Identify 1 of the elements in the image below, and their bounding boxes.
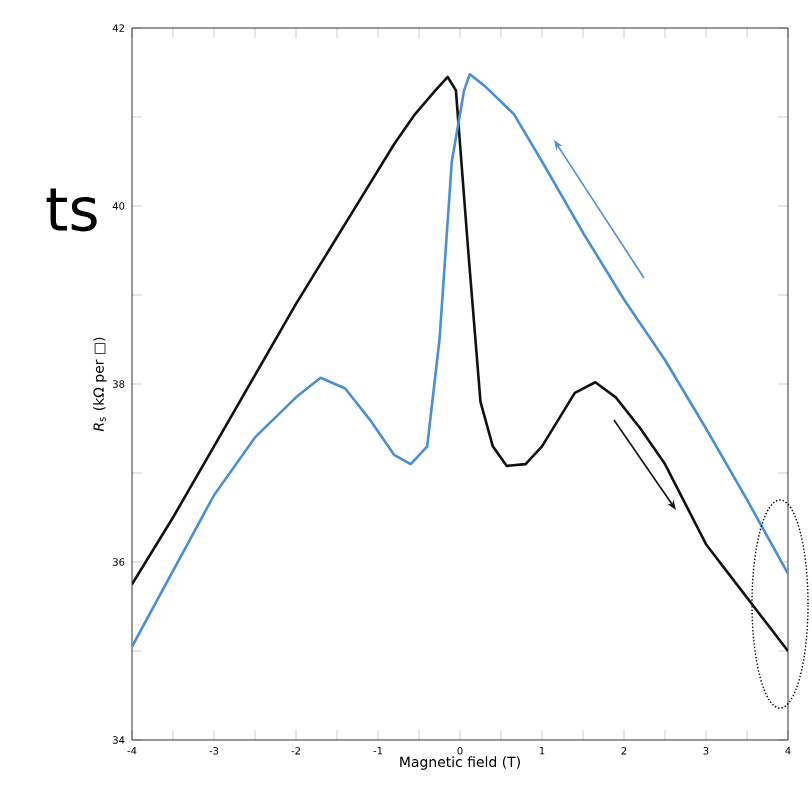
- text: ts: [46, 188, 97, 232]
